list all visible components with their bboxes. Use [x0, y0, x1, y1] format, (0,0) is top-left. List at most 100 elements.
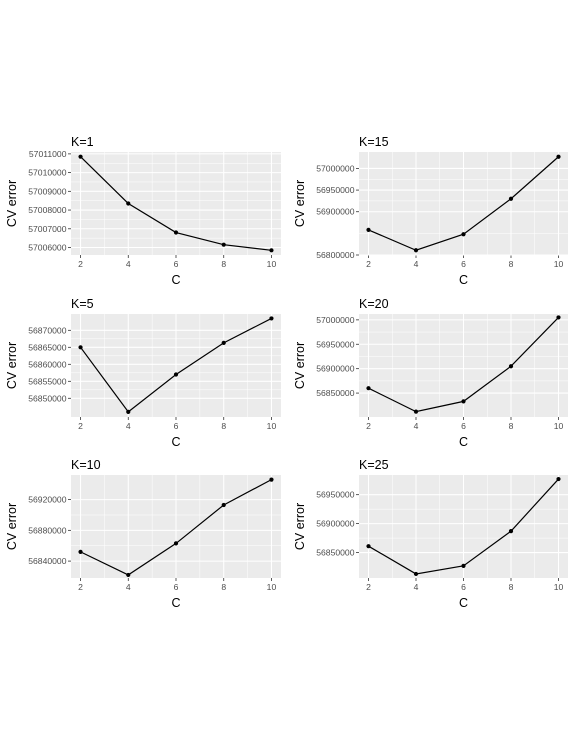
chart-panel: 2 4 6 8 10 56850000 56900000 56950000 57000000 K=…: [293, 297, 568, 449]
y-axis-title: CV error: [5, 342, 19, 389]
data-point: [366, 386, 371, 391]
x-tick-label: 10: [267, 582, 277, 592]
y-tick-label: 57008000: [28, 205, 66, 215]
panel-title: K=20: [359, 297, 389, 311]
chart-panel: 2 4 6 8 10 56850000 56855000 56860000 56865000 56…: [5, 297, 281, 449]
chart-panel: 2 4 6 8 10 56850000 56900000 56950000 K=25 C CV er…: [293, 458, 568, 610]
data-point: [221, 502, 226, 508]
x-axis-title: C: [459, 273, 468, 287]
x-tick-label: 8: [221, 259, 226, 269]
y-tick-label: 57011000: [29, 149, 67, 159]
x-axis-title: C: [171, 435, 180, 449]
x-tick-label: 10: [554, 259, 564, 269]
x-axis-title: C: [171, 596, 180, 610]
y-tick-label: 56850000: [28, 393, 66, 403]
x-tick-label: 10: [267, 259, 277, 269]
x-tick-label: 4: [414, 259, 419, 269]
panel-title: K=10: [71, 458, 101, 472]
x-tick-label: 2: [78, 582, 83, 592]
data-point: [78, 549, 83, 554]
x-tick-label: 6: [461, 421, 466, 431]
y-tick-label: 57000000: [316, 163, 354, 173]
y-tick-label: 56950000: [316, 339, 354, 349]
y-tick-label: 56850000: [316, 548, 354, 558]
data-point: [461, 563, 466, 568]
data-point: [556, 315, 561, 320]
y-tick-label: 57009000: [28, 186, 66, 196]
y-tick-label: 57000000: [316, 315, 354, 325]
x-tick-label: 6: [174, 421, 179, 431]
y-tick-label: 56860000: [28, 359, 66, 369]
x-tick-label: 6: [174, 259, 179, 269]
x-tick-label: 6: [461, 582, 466, 592]
y-tick-label: 56950000: [316, 490, 354, 500]
x-tick-label: 6: [461, 259, 466, 269]
y-tick-label: 56900000: [316, 364, 354, 374]
data-point: [556, 154, 561, 159]
x-tick-label: 2: [366, 259, 371, 269]
x-tick-label: 2: [78, 259, 83, 269]
y-axis-title: CV error: [293, 180, 307, 227]
x-tick-label: 10: [267, 421, 277, 431]
data-point: [413, 409, 419, 414]
data-point: [269, 248, 274, 253]
y-tick-label: 56900000: [316, 207, 354, 217]
y-tick-label: 56950000: [316, 185, 354, 195]
data-point: [508, 529, 514, 534]
y-tick-label: 57007000: [28, 224, 66, 234]
data-point: [78, 345, 83, 350]
data-point: [508, 196, 514, 201]
x-tick-label: 10: [554, 582, 564, 592]
data-point: [126, 572, 131, 578]
data-point: [221, 242, 226, 247]
data-point: [366, 544, 371, 549]
x-tick-label: 8: [509, 421, 514, 431]
panel-title: K=25: [359, 458, 389, 472]
y-tick-label: 56870000: [28, 325, 66, 335]
y-tick-label: 56920000: [28, 495, 66, 505]
data-point: [461, 399, 466, 404]
data-point: [461, 232, 466, 237]
data-point: [508, 364, 514, 369]
y-axis-title: CV error: [5, 503, 19, 550]
y-tick-label: 56880000: [28, 525, 66, 535]
x-tick-label: 8: [509, 259, 514, 269]
y-axis-title: CV error: [293, 503, 307, 550]
y-tick-label: 56840000: [28, 556, 66, 566]
chart-panel: 2 4 6 8 10 57006000 57007000 57008000 57009000 57…: [5, 135, 281, 287]
data-point: [366, 227, 371, 232]
x-axis-title: C: [459, 435, 468, 449]
data-point: [78, 154, 83, 159]
x-tick-label: 4: [414, 582, 419, 592]
y-tick-label: 56865000: [28, 342, 66, 352]
data-point: [221, 340, 226, 345]
x-tick-label: 8: [221, 421, 226, 431]
x-tick-label: 2: [366, 421, 371, 431]
y-tick-label: 56900000: [316, 519, 354, 529]
y-axis-title: CV error: [5, 180, 19, 227]
y-tick-label: 56850000: [316, 388, 354, 398]
data-point: [556, 476, 561, 482]
y-axis-title: CV error: [293, 342, 307, 389]
data-point: [126, 201, 131, 206]
data-point: [173, 541, 179, 546]
x-tick-label: 4: [126, 421, 131, 431]
data-point: [126, 409, 131, 415]
y-tick-label: 56855000: [28, 376, 66, 386]
x-tick-label: 10: [554, 421, 564, 431]
panel-title: K=1: [71, 135, 94, 149]
data-point: [173, 230, 179, 235]
x-tick-label: 8: [221, 582, 226, 592]
y-tick-label: 57010000: [28, 168, 66, 178]
data-point: [269, 316, 274, 321]
data-point: [173, 372, 179, 377]
x-tick-label: 4: [126, 582, 131, 592]
chart-panel: 2 4 6 8 10 56800000 56900000 56950000 57000000 K=…: [293, 135, 568, 287]
data-point: [413, 571, 419, 577]
x-tick-label: 2: [366, 582, 371, 592]
x-tick-label: 8: [509, 582, 514, 592]
data-point: [269, 477, 274, 482]
x-tick-label: 6: [174, 582, 179, 592]
x-axis-title: C: [171, 273, 180, 287]
